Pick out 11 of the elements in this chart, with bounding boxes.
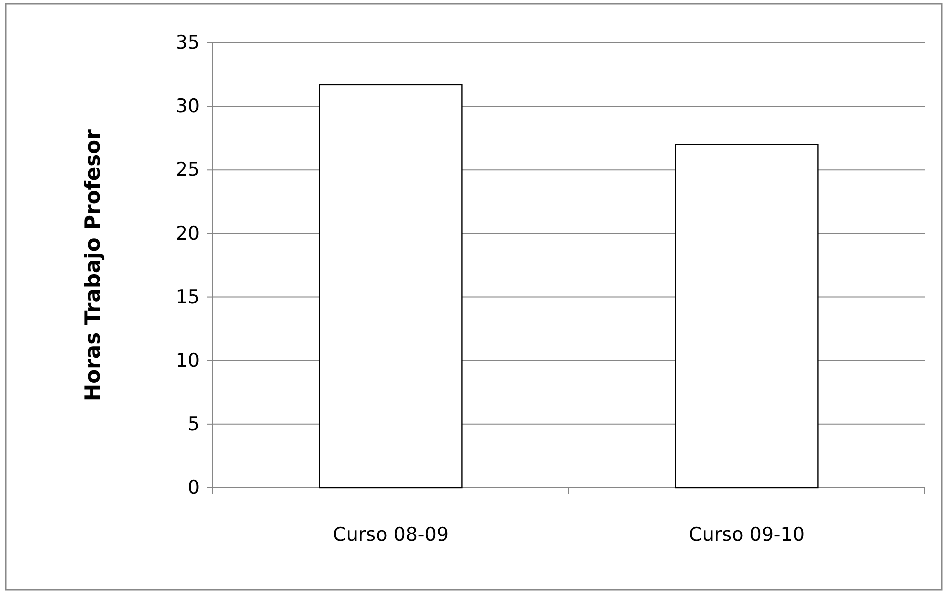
y-tick-label: 10 (176, 350, 200, 372)
y-tick-label: 20 (176, 222, 200, 245)
y-axis-title: Horas Trabajo Profesor (81, 128, 105, 402)
y-tick-label: 30 (176, 96, 200, 118)
x-tick-label: Curso 09-10 (689, 524, 805, 546)
y-tick-label: 25 (176, 159, 200, 182)
x-tick-label: Curso 08-09 (333, 524, 449, 546)
y-tick-label: 15 (176, 286, 200, 308)
y-tick-label: 0 (188, 477, 200, 500)
y-tick-label: 5 (188, 414, 200, 436)
y-tick-label: 35 (176, 32, 200, 54)
